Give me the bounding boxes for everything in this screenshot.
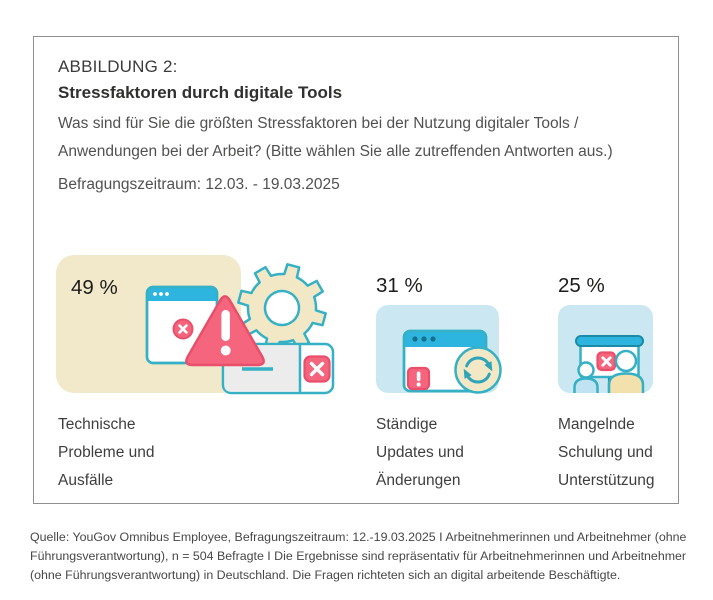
source-note: Quelle: YouGov Omnibus Employee, Befragu… (30, 530, 687, 582)
stat-percent: 31 % (376, 274, 423, 297)
lack-of-training-illustration (573, 335, 645, 393)
warning-triangle-icon (185, 295, 265, 367)
figure-frame: ABBILDUNG 2: Stressfaktoren durch digita… (33, 36, 679, 504)
survey-period: Befragungszeitraum: 12.03. - 19.03.2025 (58, 176, 340, 193)
exclamation-badge-icon (406, 366, 431, 391)
figure-title: Stressfaktoren durch digitale Tools (58, 83, 343, 102)
survey-question: Was sind für Sie die größten Stressfakto… (58, 115, 613, 160)
figure-number-label: ABBILDUNG 2: (58, 57, 178, 76)
stat-percent: 49 % (71, 276, 118, 299)
refresh-icon (454, 346, 502, 394)
stat-percent: 25 % (558, 274, 605, 297)
person-icon (607, 349, 645, 393)
gear-icon (237, 263, 327, 353)
stat-label: Technische Probleme und Ausfälle (58, 416, 155, 489)
person-icon (573, 361, 599, 393)
error-badge-icon (172, 318, 194, 340)
technical-problems-illustration (145, 263, 335, 395)
constant-updates-illustration (402, 329, 502, 394)
stat-label: Mangelnde Schulung und Unterstützung (558, 416, 655, 489)
stat-label: Ständige Updates und Änderungen (376, 416, 464, 489)
